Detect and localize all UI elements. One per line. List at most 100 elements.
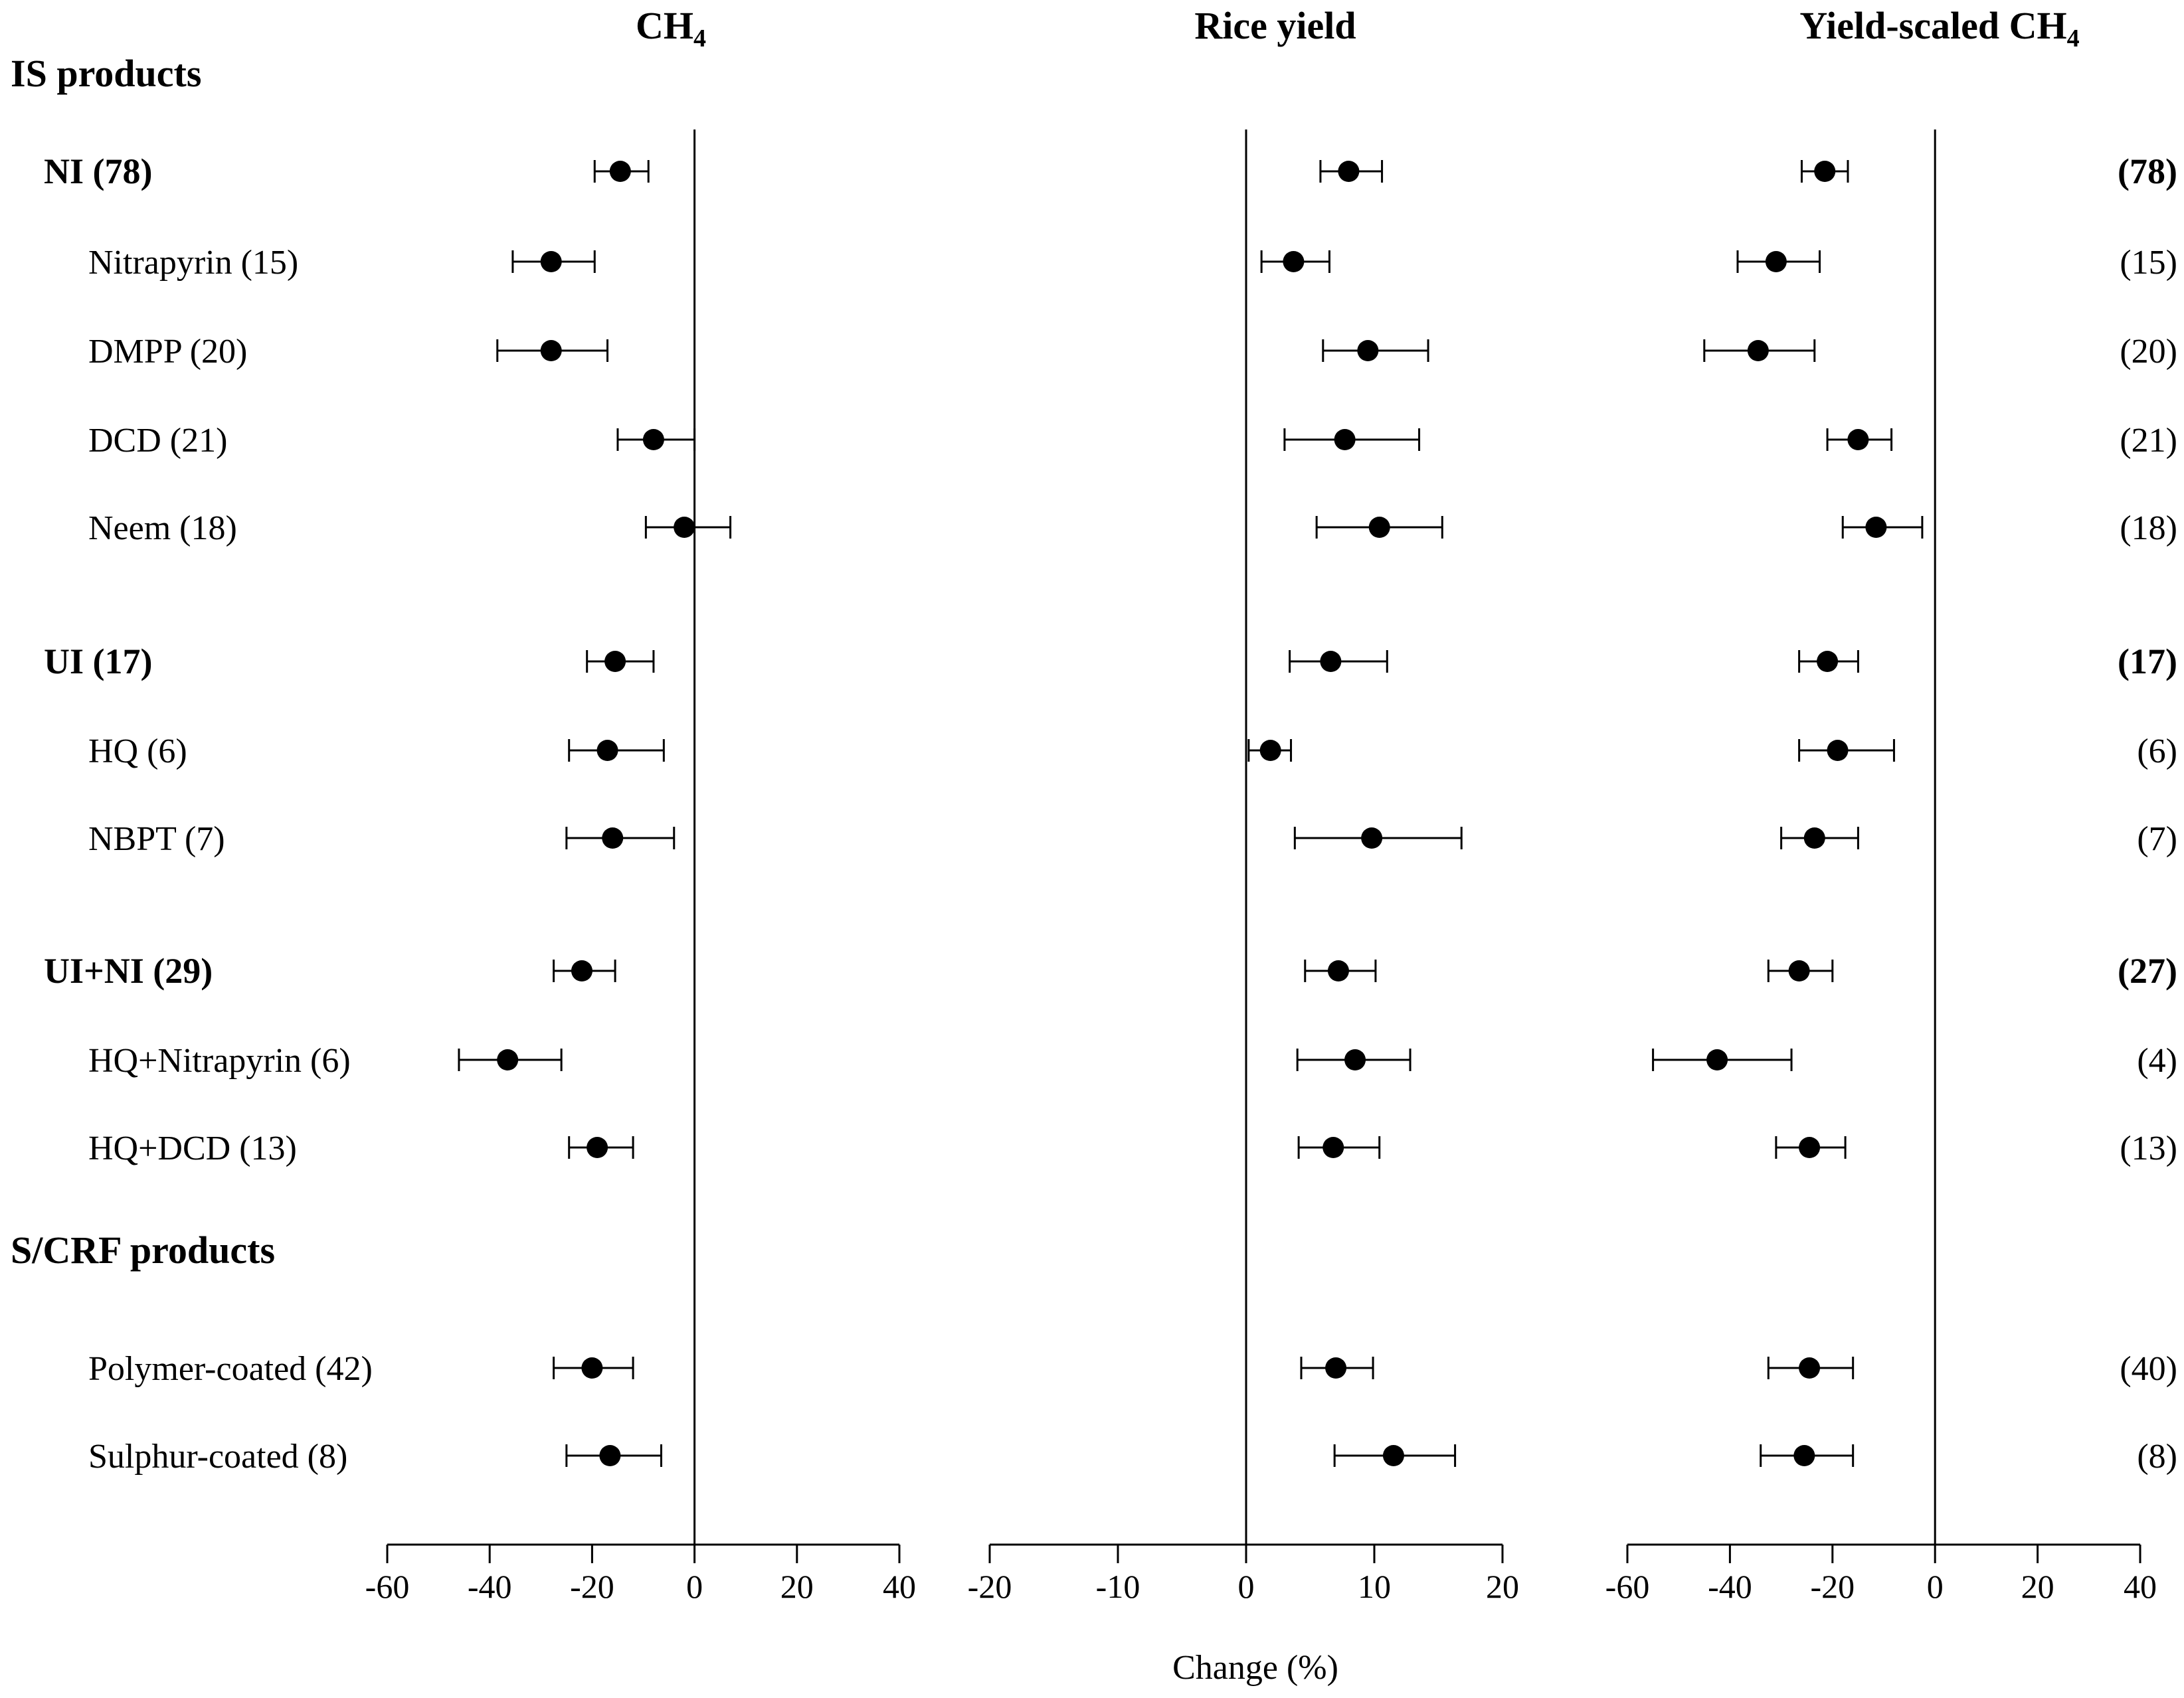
x-tick-label: 40 [2124,1568,2157,1605]
point-estimate [1788,960,1810,981]
point-estimate [581,1357,603,1379]
x-tick-label: -60 [365,1568,410,1605]
sample-count: (40) [2120,1350,2177,1388]
row-label: Neem (18) [88,509,237,547]
point-estimate [674,517,695,538]
x-tick-label: 20 [2021,1568,2054,1605]
point-estimate [571,960,592,981]
group-header: S/CRF products [11,1229,275,1272]
x-tick-label: -20 [570,1568,614,1605]
group-header: IS products [11,52,201,95]
point-estimate [642,429,664,450]
sample-counts: (78) (15) (20) (21) (18) (17) (6) (7) (27) (4) (13… [2118,151,2177,1476]
row-label: Polymer-coated (42) [88,1350,373,1388]
point-estimate [1817,651,1839,672]
point-estimate [1320,651,1342,672]
x-tick-label: -40 [468,1568,512,1605]
point-estimate [1799,1357,1821,1379]
row-label: UI+NI (29) [44,951,213,991]
point-estimate [1814,161,1836,182]
point-estimate [1322,1137,1344,1158]
row-label: NBPT (7) [88,820,225,858]
point-estimate [540,251,562,272]
point-estimate [596,740,618,761]
row-label: Sulphur-coated (8) [88,1438,347,1476]
point-estimate [1283,251,1305,272]
row-label: DCD (21) [88,422,227,460]
point-estimate [1827,740,1849,761]
x-tick-label: -10 [1096,1568,1140,1605]
x-axis-title: Change (%) [1172,1649,1338,1687]
x-tick-label: 10 [1358,1568,1391,1605]
point-estimate [1865,517,1887,538]
point-estimate [1325,1357,1347,1379]
point-estimate [1344,1049,1366,1070]
row-label: HQ+Nitrapyrin (6) [88,1042,351,1080]
point-estimate [587,1137,608,1158]
point-estimate [604,651,626,672]
point-estimate [599,1445,621,1466]
x-tick-label: 40 [883,1568,916,1605]
sample-count: (78) [2118,151,2177,191]
row-label: Nitrapyrin (15) [88,244,298,282]
x-tick-label: 0 [686,1568,703,1605]
point-estimate [1765,251,1787,272]
data-marks [458,160,1924,1467]
row-label: HQ+DCD (13) [88,1130,297,1167]
sample-count: (21) [2120,422,2177,460]
panel-title-subscript: 4 [2067,25,2080,52]
x-tick-label: -20 [968,1568,1012,1605]
point-estimate [1368,517,1390,538]
x-tick-label: 20 [1486,1568,1519,1605]
panel-title-ys: Yield-scaled CH4 [1799,4,2079,52]
panel-title-yield: Rice yield [1194,4,1356,47]
panel-title-main: Rice yield [1194,4,1356,47]
panel-title-ch4: CH4 [636,4,706,52]
panel-title-main: CH [636,4,693,47]
panel-title-main: Yield-scaled CH [1799,4,2066,47]
panel-title-subscript: 4 [693,25,706,52]
point-estimate [1847,429,1869,450]
point-estimate [602,827,624,849]
sample-count: (15) [2120,244,2177,282]
row-label: HQ (6) [88,732,187,770]
point-estimate [1357,340,1379,361]
sample-count: (6) [2137,732,2177,770]
sample-count: (4) [2137,1042,2177,1080]
row-label: UI (17) [44,641,152,681]
point-estimate [1747,340,1769,361]
point-estimate [540,340,562,361]
sample-count: (8) [2137,1438,2177,1476]
point-estimate [1706,1049,1728,1070]
point-estimate [497,1049,519,1070]
sample-count: (17) [2118,641,2177,681]
x-tick-label: -40 [1708,1568,1752,1605]
group-headers: IS products S/CRF products [11,52,275,1272]
sample-count: (13) [2120,1130,2177,1167]
row-labels: NI (78) Nitrapyrin (15) DMPP (20) DCD (21) N… [44,151,373,1476]
sample-count: (7) [2137,820,2177,858]
x-tick-label: -60 [1605,1568,1650,1605]
point-estimate [1382,1445,1404,1466]
sample-count: (20) [2120,333,2177,371]
point-estimate [609,161,631,182]
x-tick-label: 20 [780,1568,814,1605]
x-tick-label: -20 [1810,1568,1855,1605]
sample-count: (27) [2118,951,2177,991]
row-label: NI (78) [44,151,152,191]
point-estimate [1259,740,1281,761]
point-estimate [1338,161,1360,182]
x-tick-label: 0 [1238,1568,1255,1605]
panel-titles: CH4 Rice yield Yield-scaled CH4 [636,4,2080,52]
axes: -60 -40 -20 0 20 40 -20 -10 0 10 20 -60 -40 -20 0 20 40 [365,129,2157,1605]
point-estimate [1799,1137,1821,1158]
point-estimate [1334,429,1356,450]
row-label: DMPP (20) [88,333,247,371]
point-estimate [1793,1445,1815,1466]
point-estimate [1361,827,1383,849]
point-estimate [1803,827,1825,849]
x-tick-label: 0 [1927,1568,1944,1605]
sample-count: (18) [2120,509,2177,547]
point-estimate [1327,960,1349,981]
